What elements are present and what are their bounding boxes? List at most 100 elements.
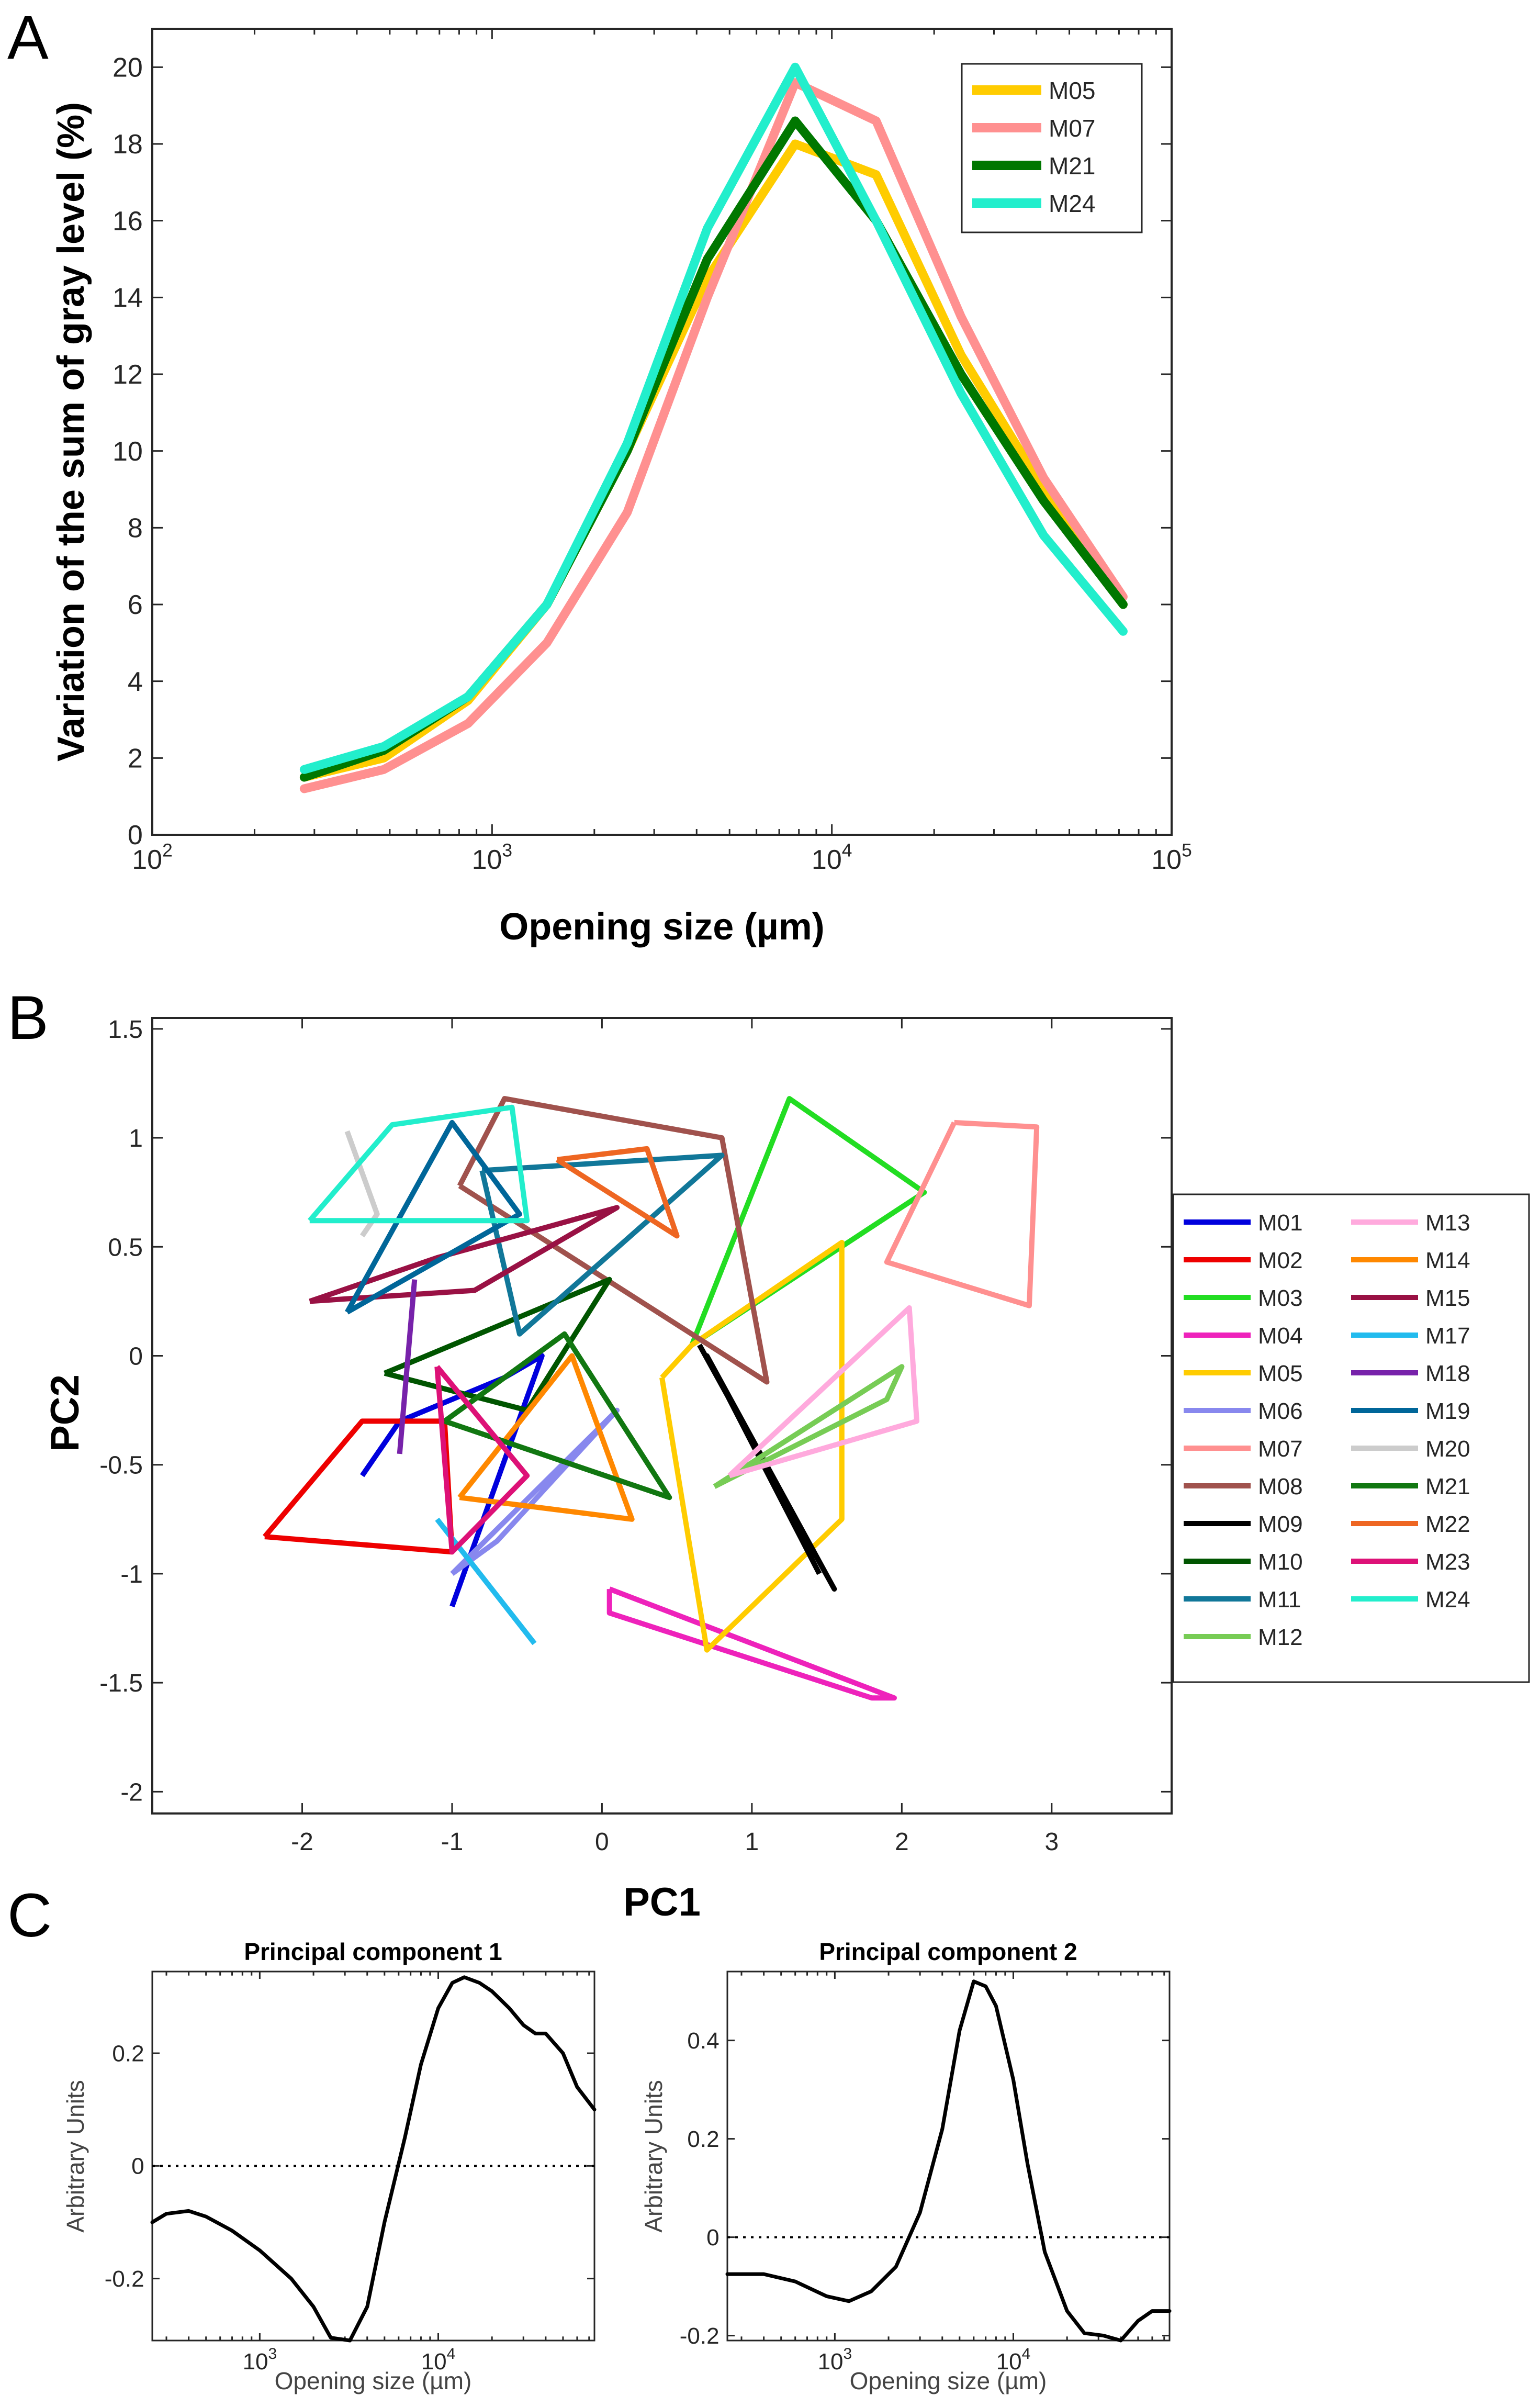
ytick-label: -2 bbox=[120, 1778, 143, 1806]
ytick-label: 10 bbox=[113, 436, 143, 467]
legend-label-m21: M21 bbox=[1049, 152, 1095, 180]
ytick-label: 0.5 bbox=[108, 1234, 143, 1261]
panel-a-y-axis-label: Variation of the sum of gray level (%) bbox=[50, 102, 92, 762]
xtick-label: 104 bbox=[812, 841, 852, 875]
ytick-label: -0.2 bbox=[105, 2266, 144, 2292]
ytick-label: 6 bbox=[128, 590, 143, 620]
panel-c1-line-chart: -0.2 0 0.2 103 104 Principal component 1 Ope… bbox=[62, 1938, 597, 2394]
panel-c1-y-axis-label: Arbitrary Units bbox=[62, 2080, 89, 2232]
legend-label-m07: M07 bbox=[1049, 115, 1095, 142]
panel-c1-title: Principal component 1 bbox=[244, 1938, 502, 1965]
legend-label-m23: M23 bbox=[1425, 1549, 1470, 1575]
series-outline-m14 bbox=[457, 1353, 635, 1522]
legend-label-m18: M18 bbox=[1425, 1361, 1470, 1386]
legend-label-m05: M05 bbox=[1049, 77, 1095, 104]
series-outline-m07 bbox=[884, 1119, 1040, 1308]
ytick-label: -0.5 bbox=[99, 1452, 143, 1480]
ytick-label: -1.5 bbox=[99, 1670, 143, 1697]
series-outline-m04 bbox=[606, 1586, 897, 1701]
panel-b-plot-area bbox=[151, 1017, 1173, 1815]
xtick-label: 104 bbox=[421, 2345, 456, 2375]
xtick-label: 1 bbox=[745, 1828, 759, 1856]
series-outline-m18 bbox=[397, 1279, 418, 1454]
xtick-label: 103 bbox=[818, 2345, 852, 2375]
legend-label-m09: M09 bbox=[1258, 1512, 1303, 1537]
legend-label-m22: M22 bbox=[1425, 1512, 1470, 1537]
legend-label-m02: M02 bbox=[1258, 1248, 1303, 1273]
series-line-m07 bbox=[299, 78, 1128, 793]
panel-b-series bbox=[263, 1096, 1040, 1701]
xtick-label: 102 bbox=[132, 841, 173, 875]
ytick-label: 8 bbox=[128, 513, 143, 544]
series-line-m24 bbox=[299, 62, 1128, 774]
legend-label-m14: M14 bbox=[1425, 1248, 1470, 1273]
xtick-label: -1 bbox=[441, 1828, 464, 1856]
legend-label-m24: M24 bbox=[1425, 1587, 1470, 1613]
xtick-label: 103 bbox=[243, 2345, 277, 2375]
ytick-label: 0 bbox=[128, 820, 143, 850]
xtick-label: 2 bbox=[895, 1828, 909, 1856]
panel-c2-series bbox=[725, 1979, 1172, 2343]
ytick-label: 0 bbox=[131, 2154, 144, 2179]
panel-c2-plot-area bbox=[726, 1970, 1171, 2342]
panel-c2-title: Principal component 2 bbox=[819, 1938, 1077, 1965]
series-outline-m12 bbox=[713, 1364, 905, 1489]
panel-b-y-axis-label: PC2 bbox=[43, 1374, 87, 1452]
legend-label-m19: M19 bbox=[1425, 1398, 1470, 1424]
panel-b-ticks: -2 -1.5 -1 -0.5 0 0.5 1 1.5 -2 -1 0 1 2 3 bbox=[99, 1016, 1172, 1856]
series-outline-m05 bbox=[659, 1239, 845, 1653]
panel-a-legend: M05 M07 M21 M24 bbox=[961, 63, 1143, 233]
panel-c1-series bbox=[150, 1975, 597, 2343]
legend-label-m21: M21 bbox=[1425, 1474, 1470, 1499]
series-outline-m23 bbox=[434, 1365, 530, 1555]
legend-label-m11: M11 bbox=[1258, 1587, 1301, 1613]
legend-label-m17: M17 bbox=[1425, 1323, 1470, 1349]
panel-c1-ticks: -0.2 0 0.2 103 104 bbox=[105, 1972, 594, 2375]
ytick-label: 0 bbox=[706, 2225, 719, 2251]
series-outline-m22 bbox=[555, 1146, 680, 1239]
panel-c2-x-axis-label: Opening size (µm) bbox=[850, 2367, 1047, 2394]
ytick-label: 2 bbox=[128, 744, 143, 774]
ytick-label: 1 bbox=[129, 1125, 143, 1152]
legend-label-m05: M05 bbox=[1258, 1361, 1303, 1386]
xtick-label: 3 bbox=[1044, 1828, 1059, 1856]
panel-a-ticks: 0 2 4 6 8 10 12 14 16 18 20 102 103 104 105 bbox=[113, 29, 1192, 875]
panel-b-legend-box bbox=[1172, 1193, 1530, 1683]
ytick-label: 16 bbox=[113, 206, 143, 237]
series-outline-m13 bbox=[727, 1305, 919, 1479]
panel-label-b: B bbox=[7, 983, 49, 1053]
xtick-label: 0 bbox=[595, 1828, 609, 1856]
panel-b-x-axis-label: PC1 bbox=[623, 1880, 701, 1924]
legend-label-m13: M13 bbox=[1425, 1210, 1470, 1236]
xtick-label: -2 bbox=[291, 1828, 313, 1856]
ytick-label: 18 bbox=[113, 129, 143, 160]
series-outline-m20 bbox=[344, 1130, 380, 1238]
ytick-label: -1 bbox=[120, 1561, 143, 1588]
ytick-label: 1.5 bbox=[108, 1016, 143, 1044]
legend-label-m04: M04 bbox=[1258, 1323, 1303, 1349]
ytick-label: 12 bbox=[113, 360, 143, 390]
series-line-pc2 bbox=[725, 1979, 1172, 2343]
xtick-label: 105 bbox=[1151, 841, 1192, 875]
series-outline-m21 bbox=[443, 1331, 672, 1501]
ytick-label: 0.2 bbox=[687, 2126, 719, 2152]
panel-a-x-axis-label: Opening size (µm) bbox=[499, 906, 825, 948]
panel-c2-y-axis-label: Arbitrary Units bbox=[640, 2080, 667, 2232]
panel-c2-ticks: -0.2 0 0.2 0.4 103 104 bbox=[680, 1972, 1170, 2375]
xtick-label: 103 bbox=[472, 841, 513, 875]
ytick-label: 0 bbox=[129, 1342, 143, 1370]
legend-label-m10: M10 bbox=[1258, 1549, 1303, 1575]
legend-label-m03: M03 bbox=[1258, 1285, 1303, 1311]
ytick-label: 0.4 bbox=[687, 2028, 719, 2054]
panel-b-pca-chart: -2 -1.5 -1 -0.5 0 0.5 1 1.5 -2 -1 0 1 2 3 PC1 PC2 bbox=[43, 1016, 1173, 1924]
series-outline-m15 bbox=[309, 1205, 620, 1304]
ytick-label: 0.2 bbox=[112, 2041, 144, 2066]
legend-label-m20: M20 bbox=[1425, 1436, 1470, 1462]
ytick-label: 14 bbox=[113, 283, 143, 314]
series-outline-m06 bbox=[450, 1407, 620, 1576]
legend-label-m07: M07 bbox=[1258, 1436, 1303, 1462]
legend-label-m08: M08 bbox=[1258, 1474, 1303, 1499]
